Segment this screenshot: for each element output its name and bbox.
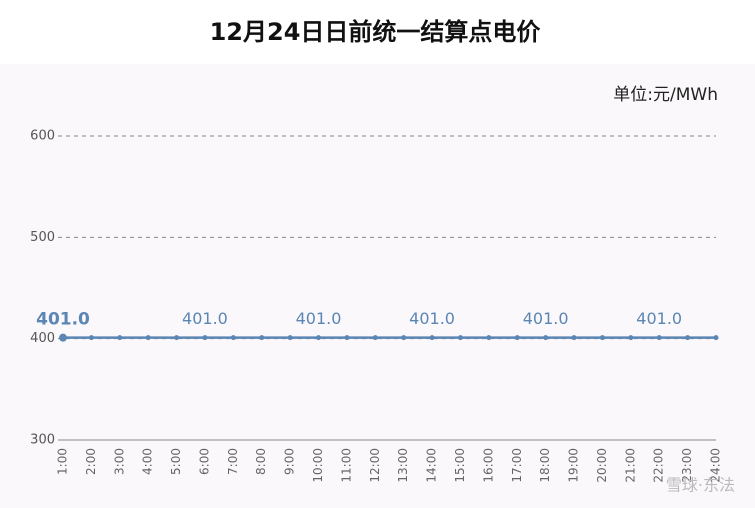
x-tick-label: 2:00 [84,448,98,475]
point [372,335,378,341]
y-tick-label: 300 [30,433,55,448]
point [287,335,293,341]
point [202,335,208,341]
x-tick-label: 24:00 [709,448,723,483]
x-tick-label: 4:00 [141,448,155,475]
point [457,335,463,341]
point [117,335,123,341]
point [344,335,350,341]
point [429,335,435,341]
x-tick-label: 3:00 [112,448,126,475]
point [599,335,605,341]
x-tick-label: 10:00 [311,448,325,483]
point [514,335,520,341]
x-tick-label: 16:00 [481,448,495,483]
value-label: 401.0 [409,309,455,328]
value-label: 401.0 [36,310,90,330]
x-tick-label: 18:00 [538,448,552,483]
point [401,335,407,341]
x-tick-label: 7:00 [226,448,240,475]
point [259,335,265,341]
plot-background [0,64,755,508]
x-tick-label: 19:00 [567,448,581,483]
y-tick-label: 400 [30,331,55,346]
x-tick-label: 20:00 [595,448,609,483]
chart-title: 12月24日日前统一结算点电价 [210,18,542,46]
point [628,335,634,341]
x-tick-label: 8:00 [254,448,268,475]
point [486,335,492,341]
point [59,333,67,342]
x-tick-label: 1:00 [56,448,70,475]
point [713,335,719,341]
point [230,335,236,341]
point [571,335,577,341]
x-tick-label: 23:00 [680,448,694,483]
x-tick-label: 15:00 [453,448,467,483]
value-label: 401.0 [296,309,342,328]
point [88,335,94,341]
x-tick-label: 21:00 [623,448,637,483]
point [174,335,180,341]
x-tick-label: 6:00 [197,448,211,475]
x-tick-label: 14:00 [425,448,439,483]
x-tick-label: 22:00 [652,448,666,483]
value-label: 401.0 [523,309,569,328]
point [656,335,662,341]
point [685,335,691,341]
watermark: 雪球·东法 [666,476,735,495]
y-tick-label: 500 [30,230,55,245]
y-tick-label: 600 [30,129,55,144]
point [543,335,549,341]
value-label: 401.0 [636,309,682,328]
x-tick-label: 12:00 [368,448,382,483]
unit-label: 单位:元/MWh [613,85,718,105]
point [145,335,151,341]
x-tick-label: 5:00 [169,448,183,475]
value-label: 401.0 [182,309,228,328]
x-tick-label: 11:00 [339,448,353,483]
x-tick-label: 17:00 [510,448,524,483]
x-tick-label: 9:00 [283,448,297,475]
point [316,335,322,341]
x-tick-label: 13:00 [396,448,410,483]
